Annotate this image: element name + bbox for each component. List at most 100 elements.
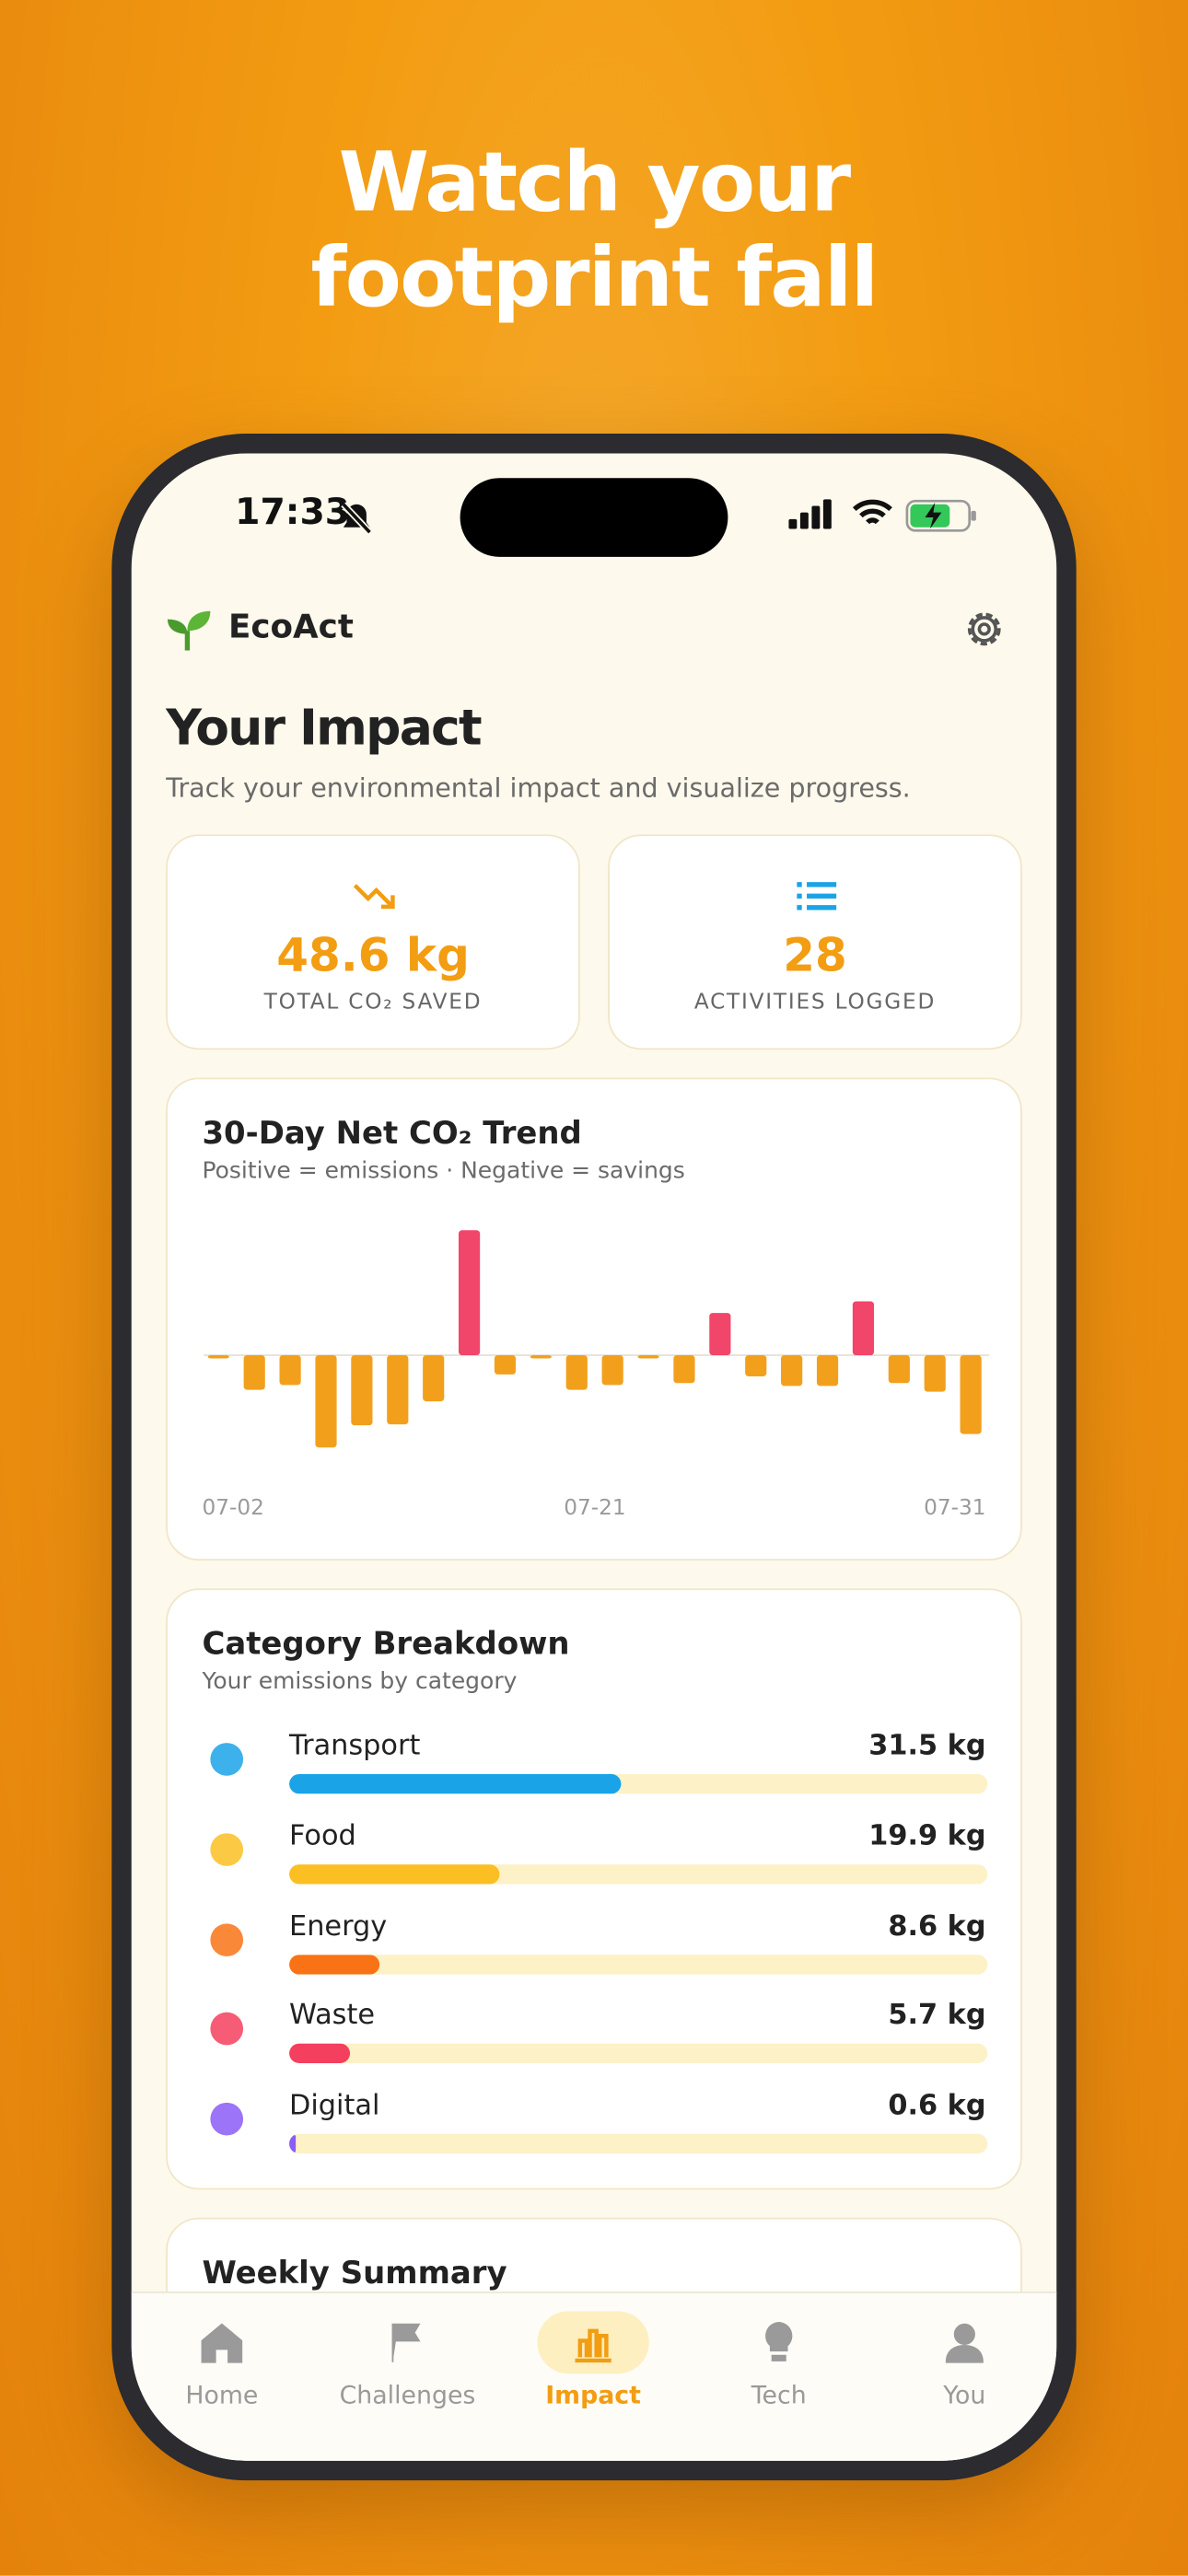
breakdown-subtitle: Your emissions by category xyxy=(202,1668,518,1696)
headline-line: footprint fall xyxy=(310,229,879,326)
breakdown-card: Category Breakdown Your emissions by cat… xyxy=(166,1588,1022,2190)
icon-dot xyxy=(210,2013,244,2047)
bar xyxy=(781,1354,803,1387)
status-icons xyxy=(788,499,976,532)
stat-value: 48.6 kg xyxy=(276,928,470,982)
tab-label[interactable]: You xyxy=(943,2380,986,2410)
category-bar xyxy=(289,1863,499,1885)
tab-glyph xyxy=(765,2322,793,2361)
category-icon xyxy=(210,2013,244,2047)
category-track xyxy=(289,1954,988,1974)
stat-label: ACTIVITIES LOGGED xyxy=(693,990,937,1015)
category-name: Digital xyxy=(289,2089,380,2123)
icon-dot xyxy=(210,1922,244,1956)
tab-label[interactable]: Home xyxy=(185,2380,259,2410)
bar xyxy=(601,1354,623,1386)
category-icon xyxy=(210,2103,244,2136)
bar xyxy=(745,1354,767,1376)
active-tab-pill xyxy=(537,2311,649,2374)
tab-label[interactable]: Impact xyxy=(545,2380,641,2410)
tab-glyph xyxy=(391,2323,421,2362)
category-name: Energy xyxy=(289,1909,388,1944)
bar xyxy=(960,1354,982,1434)
bar xyxy=(565,1354,588,1390)
tab-bar: Home Challenges Impact Tech You xyxy=(131,2292,1057,2461)
chart-subtitle: Positive = emissions · Negative = saving… xyxy=(202,1157,685,1185)
bar xyxy=(852,1301,875,1355)
bar xyxy=(243,1354,265,1390)
stat-label: TOTAL CO₂ SAVED xyxy=(263,990,483,1015)
category-value: 8.6 kg xyxy=(888,1909,986,1944)
category-value: 31.5 kg xyxy=(868,1729,986,1763)
x-tick-label: 07-02 xyxy=(202,1495,263,1520)
category-value: 5.7 kg xyxy=(888,2000,986,2033)
bar xyxy=(494,1354,517,1375)
tab-icon xyxy=(575,2328,611,2363)
category-name: Waste xyxy=(289,2000,376,2033)
icon-dot xyxy=(210,1743,244,1776)
bar xyxy=(387,1354,409,1425)
page-title: Your Impact xyxy=(166,700,482,758)
bar xyxy=(709,1313,731,1355)
category-bar xyxy=(289,1954,380,1974)
stat-card: 48.6 kg TOTAL CO₂ SAVED xyxy=(166,834,580,1050)
app-name: EcoAct xyxy=(228,606,354,646)
category-track xyxy=(289,1863,988,1885)
category-value: 0.6 kg xyxy=(888,2089,986,2123)
chart-title: 30-Day Net CO₂ Trend xyxy=(202,1115,582,1152)
tab-glyph xyxy=(945,2323,984,2363)
bar xyxy=(673,1354,695,1384)
category-icon xyxy=(210,1922,244,1956)
list-icon xyxy=(797,882,837,911)
bar xyxy=(315,1354,337,1448)
bar xyxy=(458,1230,481,1355)
breakdown-title: Category Breakdown xyxy=(202,1626,570,1663)
tab-glyph xyxy=(201,2323,243,2363)
tab-label[interactable]: Tech xyxy=(751,2380,807,2410)
bar xyxy=(637,1354,659,1359)
bar xyxy=(423,1354,445,1402)
app-logo xyxy=(167,610,211,651)
tab-icon xyxy=(765,2322,793,2361)
bar xyxy=(816,1354,839,1387)
stat-value: 28 xyxy=(783,928,847,982)
weekly-title: Weekly Summary xyxy=(202,2255,507,2292)
phone-screen: 17:33 EcoAct Your Impact Track your envi… xyxy=(131,453,1057,2461)
headline-line: Watch your xyxy=(338,134,851,230)
trend-card: 30-Day Net CO₂ Trend Positive = emission… xyxy=(166,1077,1022,1561)
category-name: Transport xyxy=(289,1729,421,1763)
category-bar xyxy=(289,2134,296,2154)
icon-dot xyxy=(210,1832,244,1866)
tab-label[interactable]: Challenges xyxy=(339,2380,476,2410)
x-tick-label: 07-21 xyxy=(564,1495,625,1520)
category-bar xyxy=(289,2044,350,2064)
bell-muted-icon xyxy=(341,502,373,535)
category-track xyxy=(289,1773,988,1794)
bar xyxy=(207,1354,229,1359)
tab-icon xyxy=(945,2323,984,2363)
x-tick-label: 07-31 xyxy=(924,1495,985,1520)
category-name: Food xyxy=(289,1819,356,1853)
category-track xyxy=(289,2134,988,2154)
trend-down-icon xyxy=(353,884,395,910)
trend-chart: 07-02 07-21 07-31 xyxy=(202,1230,990,1520)
stat-card: 28 ACTIVITIES LOGGED xyxy=(608,834,1022,1050)
bar xyxy=(530,1354,552,1359)
icon-dot xyxy=(210,2103,244,2136)
status-time: 17:33 xyxy=(235,493,351,534)
category-track xyxy=(289,2044,988,2064)
page-subtitle: Track your environmental impact and visu… xyxy=(166,772,911,804)
tab-icon xyxy=(201,2323,243,2363)
bar xyxy=(351,1354,373,1426)
settings-button[interactable] xyxy=(961,606,1007,652)
tab-glyph xyxy=(575,2328,611,2363)
bar xyxy=(924,1354,946,1392)
category-icon xyxy=(210,1832,244,1866)
category-icon xyxy=(210,1743,244,1776)
bar xyxy=(279,1354,301,1386)
tab-icon xyxy=(391,2323,421,2362)
bar xyxy=(888,1354,910,1384)
category-bar xyxy=(289,1773,622,1794)
dynamic-island xyxy=(460,478,728,557)
